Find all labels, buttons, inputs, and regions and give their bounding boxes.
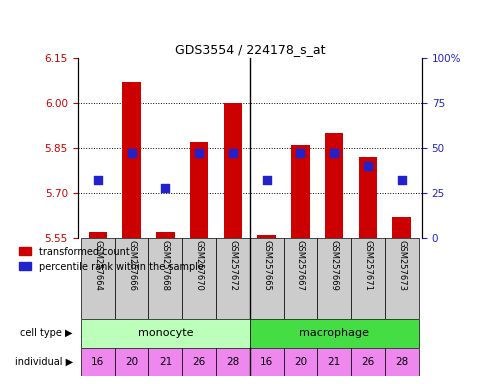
Bar — [148, 238, 182, 319]
Text: 26: 26 — [192, 357, 205, 367]
Text: GSM257665: GSM257665 — [262, 240, 271, 291]
Text: GSM257667: GSM257667 — [295, 240, 304, 291]
Bar — [257, 235, 275, 238]
Bar — [350, 348, 384, 376]
Text: cell type ▶: cell type ▶ — [20, 328, 73, 338]
Bar — [283, 238, 317, 319]
Point — [127, 150, 135, 156]
Bar — [324, 133, 343, 238]
Bar — [122, 82, 141, 238]
Bar — [215, 348, 249, 376]
Point — [330, 150, 337, 156]
Text: 21: 21 — [158, 357, 172, 367]
Text: 16: 16 — [91, 357, 104, 367]
Bar — [81, 319, 249, 348]
Point — [262, 177, 270, 184]
Text: individual ▶: individual ▶ — [15, 357, 73, 367]
Point — [296, 150, 303, 156]
Bar — [182, 238, 215, 319]
Bar — [81, 238, 115, 319]
Title: GDS3554 / 224178_s_at: GDS3554 / 224178_s_at — [174, 43, 324, 56]
Point — [228, 150, 236, 156]
Bar — [384, 238, 418, 319]
Text: GSM257670: GSM257670 — [194, 240, 203, 291]
Bar — [317, 238, 350, 319]
Bar — [358, 157, 377, 238]
Text: 28: 28 — [226, 357, 239, 367]
Bar — [392, 217, 410, 238]
Bar — [283, 348, 317, 376]
Bar — [215, 238, 249, 319]
Bar — [156, 232, 174, 238]
Text: 21: 21 — [327, 357, 340, 367]
Bar — [115, 238, 148, 319]
Bar — [384, 348, 418, 376]
Point — [363, 163, 371, 169]
Bar — [148, 348, 182, 376]
Text: GSM257672: GSM257672 — [228, 240, 237, 291]
Bar — [249, 348, 283, 376]
Bar — [350, 238, 384, 319]
Bar — [89, 232, 107, 238]
Text: GSM257671: GSM257671 — [363, 240, 372, 291]
Point — [161, 184, 169, 190]
Text: monocyte: monocyte — [137, 328, 193, 338]
Bar — [249, 319, 418, 348]
Text: 20: 20 — [125, 357, 138, 367]
Point — [94, 177, 102, 184]
Text: GSM257664: GSM257664 — [93, 240, 102, 291]
Point — [397, 177, 405, 184]
Bar — [182, 348, 215, 376]
Text: 20: 20 — [293, 357, 306, 367]
Text: 16: 16 — [259, 357, 272, 367]
Bar — [81, 348, 115, 376]
Bar — [189, 142, 208, 238]
Text: 28: 28 — [394, 357, 408, 367]
Bar — [115, 348, 148, 376]
Text: GSM257666: GSM257666 — [127, 240, 136, 291]
Text: GSM257669: GSM257669 — [329, 240, 338, 291]
Text: GSM257668: GSM257668 — [161, 240, 169, 291]
Bar — [290, 145, 309, 238]
Bar — [317, 348, 350, 376]
Point — [195, 150, 203, 156]
Text: GSM257673: GSM257673 — [396, 240, 406, 291]
Legend: transformed count, percentile rank within the sample: transformed count, percentile rank withi… — [19, 247, 203, 271]
Bar — [223, 103, 242, 238]
Bar — [249, 238, 283, 319]
Text: 26: 26 — [361, 357, 374, 367]
Text: macrophage: macrophage — [299, 328, 368, 338]
